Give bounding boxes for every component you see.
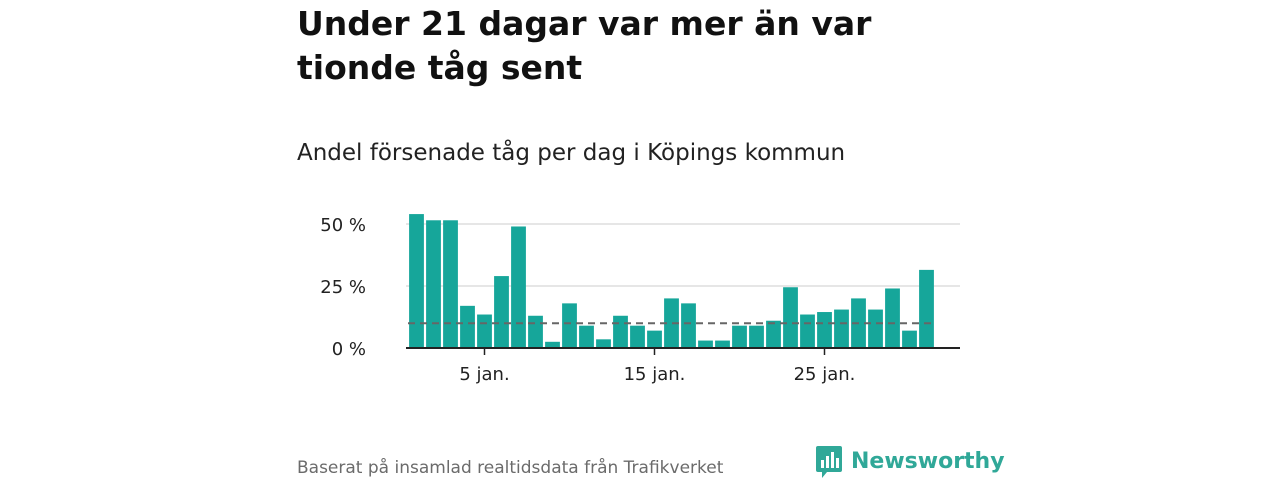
bar [579,325,594,348]
bar [647,330,662,348]
bar [545,341,560,348]
bar [494,276,509,348]
bar [783,287,798,348]
bar [834,309,849,348]
bar [749,325,764,348]
bar [885,288,900,348]
bar [868,309,883,348]
bar [409,214,424,348]
bar [528,315,543,348]
bar [698,340,713,348]
chart-subtitle: Andel försenade tåg per dag i Köpings ko… [297,140,846,166]
y-tick-label: 25 % [320,277,366,298]
brand-logo: Newsworthy [815,445,1005,479]
bar [800,314,815,348]
bar [766,320,781,348]
chart-title: Under 21 dagar var mer än var tionde tåg… [297,4,872,87]
bar [919,269,934,348]
bar [732,325,747,348]
bar [596,339,611,348]
bar [630,325,645,348]
bar [817,312,832,348]
y-tick-label: 50 % [320,215,366,236]
newsworthy-logo-icon [816,446,842,478]
bar-chart: 0 % 25 % 50 % 5 jan. 15 jan. 25 jan. [320,214,960,385]
bar [613,315,628,348]
bar [681,303,696,348]
bar [460,305,475,348]
bar [511,226,526,348]
source-note: Baserat på insamlad realtidsdata från Tr… [297,458,724,478]
bar [443,220,458,348]
y-tick-label: 0 % [332,339,366,360]
brand-name: Newsworthy [851,449,1005,474]
bar [902,330,917,348]
x-tick-label: 25 jan. [794,364,856,385]
bar [477,314,492,348]
bar [562,303,577,348]
bar [715,340,730,348]
x-tick-label: 5 jan. [459,364,509,385]
bar [426,220,441,348]
bar [664,298,679,348]
x-tick-label: 15 jan. [624,364,686,385]
